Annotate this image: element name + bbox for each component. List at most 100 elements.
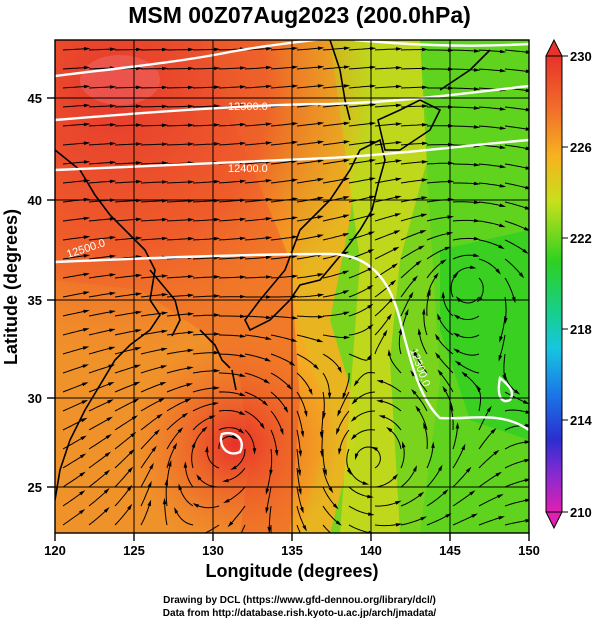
streamline — [478, 182, 503, 187]
credit-drawing: Drawing by DCL (https://www.gfd-dennou.o… — [163, 595, 436, 606]
streamline — [504, 163, 529, 169]
streamline — [388, 353, 402, 374]
wind-arrowhead — [317, 234, 324, 238]
wind-arrowhead — [291, 216, 299, 220]
wind-arrowhead — [187, 274, 195, 279]
streamline — [348, 66, 373, 70]
wind-arrowhead — [524, 206, 529, 210]
wind-arrowhead — [161, 142, 169, 146]
wind-arrowhead — [420, 516, 427, 521]
streamline — [244, 161, 269, 165]
streamline — [296, 47, 321, 51]
streamline — [322, 486, 337, 507]
colorbar-tick-label: 230 — [570, 49, 592, 64]
wind-arrowhead — [82, 346, 90, 350]
streamline — [166, 105, 191, 108]
streamline — [62, 437, 84, 450]
wind-arrowhead — [149, 462, 154, 470]
streamline — [374, 448, 381, 469]
wind-arrowhead — [161, 85, 169, 90]
streamline — [166, 124, 191, 127]
wind-arrowhead — [435, 333, 440, 340]
wind-arrowhead — [83, 160, 91, 164]
streamline — [114, 506, 131, 526]
wind-arrowhead — [350, 416, 357, 422]
streamline — [270, 141, 295, 146]
wind-arrowhead — [161, 217, 169, 222]
wind-arrowhead — [523, 399, 529, 405]
y-tick-label: 40 — [28, 193, 42, 208]
wind-arrowhead — [201, 426, 208, 432]
streamline — [88, 418, 110, 431]
streamline — [426, 181, 451, 184]
streamline — [504, 106, 529, 111]
wind-arrowhead — [317, 46, 325, 51]
wind-arrowhead — [351, 398, 358, 405]
streamline — [296, 372, 312, 392]
y-tick-label: 25 — [28, 480, 42, 495]
wind-arrowhead — [298, 488, 302, 496]
streamline — [140, 181, 165, 184]
streamline — [504, 144, 529, 150]
wind-arrowhead — [213, 66, 221, 71]
streamline — [296, 334, 320, 342]
streamline — [400, 124, 425, 127]
wind-arrowhead — [413, 349, 418, 356]
streamline — [270, 236, 295, 241]
streamline — [62, 510, 83, 526]
streamline — [166, 67, 191, 70]
wind-arrowhead — [473, 49, 481, 53]
streamline — [453, 163, 477, 166]
streamline — [218, 237, 243, 241]
wind-arrowhead — [437, 369, 443, 376]
streamline — [166, 275, 191, 279]
wind-arrowhead — [107, 399, 114, 404]
wind-arrowhead — [395, 195, 402, 200]
streamline — [218, 124, 243, 127]
wind-arrowhead — [323, 469, 327, 476]
x-tick-label: 120 — [44, 543, 66, 558]
streamline — [478, 451, 497, 469]
wind-arrowhead — [343, 311, 350, 316]
streamline — [322, 159, 347, 165]
geopotential-contours — [55, 40, 529, 455]
credits: Drawing by DCL (https://www.gfd-dennou.o… — [0, 594, 599, 620]
wind-arrowhead — [473, 163, 481, 167]
streamline — [374, 281, 394, 298]
streamline — [296, 429, 301, 454]
wind-arrowhead — [524, 478, 529, 483]
wind-arrowhead — [442, 385, 448, 393]
wind-arrowhead — [419, 230, 427, 234]
wind-arrowhead — [441, 291, 445, 298]
wind-arrowhead — [109, 273, 117, 277]
wind-arrowhead — [239, 353, 247, 358]
wind-arrowhead — [214, 313, 221, 317]
wind-arrowhead — [433, 272, 439, 279]
wind-arrowhead — [235, 544, 239, 551]
streamline — [62, 104, 87, 108]
wind-arrowhead — [167, 460, 172, 467]
wind-arrowhead — [187, 180, 195, 184]
streamline — [450, 274, 457, 298]
streamline — [88, 86, 113, 89]
streamline — [322, 291, 346, 298]
wind-arrowhead — [525, 166, 529, 170]
streamline — [426, 467, 442, 488]
colorbar-tick-label: 222 — [570, 231, 592, 246]
wind-arrowhead — [133, 381, 141, 386]
wind-arrowhead — [109, 179, 117, 184]
x-tick-label: 145 — [439, 543, 461, 558]
wind-arrowhead — [83, 141, 91, 145]
wind-arrowhead — [518, 272, 525, 279]
wind-arrowhead — [239, 217, 247, 222]
streamline — [400, 67, 425, 70]
streamline — [322, 47, 347, 51]
wind-arrowhead — [290, 338, 298, 342]
wind-arrowhead — [313, 364, 320, 370]
streamline — [114, 487, 131, 507]
wind-arrowhead — [213, 180, 221, 184]
y-tick-label: 35 — [28, 293, 42, 308]
wind-arrowhead — [454, 360, 461, 366]
streamline — [322, 271, 346, 279]
